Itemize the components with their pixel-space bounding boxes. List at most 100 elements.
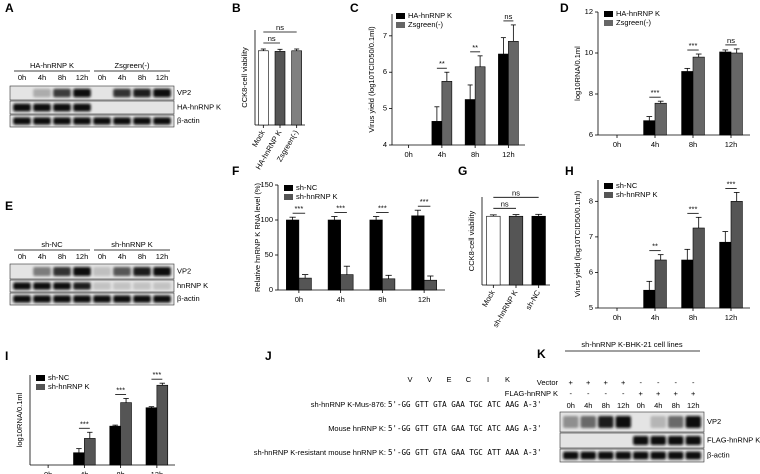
significance-label: ** (439, 59, 445, 68)
band (133, 88, 151, 98)
row-label: VP2 (707, 417, 721, 426)
x-tick-label: 4h (80, 470, 88, 474)
y-axis-label: CCK8-cell viability (240, 47, 249, 108)
row-label: FLAG-hnRNP K (707, 435, 760, 444)
x-tick-label: 12h (725, 313, 738, 322)
legend-label: sh-hnRNP K (616, 190, 658, 199)
bar (498, 53, 509, 146)
legend-label: HA-hnRNP K (616, 9, 660, 18)
lane-label: 8h (138, 73, 146, 82)
band (113, 282, 131, 290)
group-label: HA-hnRNP K (30, 61, 74, 70)
band (13, 117, 31, 125)
sequence-name: sh-hnRNP K-resistant mouse hnRNP K: (254, 448, 386, 457)
significance-label: ns (501, 199, 509, 208)
y-tick-label: 0 (269, 285, 273, 294)
lane-label: 8h (672, 401, 680, 410)
bar (643, 289, 656, 309)
x-tick-label: 8h (116, 470, 124, 474)
x-tick-label: 4h (651, 140, 659, 149)
panel-label: C (350, 1, 359, 15)
significance-label: ns (727, 36, 735, 45)
amino-acid: K (505, 375, 510, 384)
band (113, 295, 131, 303)
band (53, 267, 71, 276)
lane-label: 8h (138, 252, 146, 261)
y-tick-label: 7 (383, 31, 387, 40)
panel-label: G (458, 164, 467, 178)
y-tick-label: 5 (589, 303, 593, 312)
panel-label: F (232, 164, 239, 178)
y-axis-label: Relative hnRNP K RNA level (%) (253, 182, 262, 292)
x-tick-label: 12h (725, 140, 738, 149)
y-tick-label: 4 (383, 140, 387, 149)
amino-acid: V (407, 375, 412, 384)
band (33, 103, 51, 112)
lane-label: 12h (156, 252, 169, 261)
blot-strip (559, 432, 705, 449)
y-axis-label: log10RNA/0.1ml (15, 392, 24, 447)
band (33, 88, 51, 98)
band (685, 436, 701, 445)
panel-label: H (565, 164, 574, 178)
band (563, 451, 579, 460)
band (153, 295, 171, 303)
blot-strip (9, 100, 175, 115)
bar (431, 121, 443, 146)
lane-label: 4h (38, 73, 46, 82)
row-label: β-actin (177, 116, 200, 125)
legend-swatch (284, 185, 293, 191)
bar (486, 215, 501, 286)
group-label: Zsgreen(-) (114, 61, 150, 70)
x-tick-label: 0h (404, 150, 412, 159)
bar (719, 51, 732, 136)
significance-label: ns (276, 23, 284, 32)
y-axis-label: Virus yield (log10TCID50/0.1ml) (367, 26, 376, 133)
x-tick-label: 12h (418, 295, 431, 304)
panel-label: D (560, 1, 569, 15)
band (668, 436, 684, 445)
band (73, 295, 91, 303)
lane-label: 0h (98, 252, 106, 261)
x-tick-label: 4h (651, 313, 659, 322)
band (598, 416, 614, 428)
panel-label: B (232, 1, 241, 15)
row-label: β-actin (707, 450, 730, 459)
band (133, 267, 151, 276)
lane-label: 4h (118, 73, 126, 82)
band (53, 103, 71, 112)
legend-swatch (36, 375, 45, 381)
bar (531, 215, 546, 286)
x-tick-label: 8h (689, 140, 697, 149)
blot-strip (9, 292, 175, 306)
condition-mark: - (587, 389, 590, 398)
bar (156, 384, 169, 466)
bar (681, 259, 694, 309)
blot-strip (9, 279, 175, 293)
significance-label: ** (472, 43, 478, 52)
bar (327, 219, 341, 291)
significance-label: ** (652, 242, 658, 251)
condition-mark: + (691, 389, 696, 398)
blot-strip (559, 448, 705, 463)
bar (730, 201, 743, 309)
condition-mark: + (674, 389, 679, 398)
condition-mark: + (656, 389, 661, 398)
band (153, 117, 171, 125)
legend-swatch (604, 183, 613, 189)
panel-label: A (5, 1, 14, 15)
lane-label: 4h (584, 401, 592, 410)
legend-swatch (284, 194, 293, 200)
condition-mark: - (675, 378, 678, 387)
blot-strip (9, 85, 175, 101)
lane-label: 12h (156, 73, 169, 82)
band (153, 88, 171, 98)
amino-acid: I (487, 375, 489, 384)
band (73, 117, 91, 125)
legend-swatch (396, 22, 405, 28)
lane-label: 12h (76, 252, 89, 261)
x-tick-label: 12h (151, 470, 164, 474)
blot-strip (9, 114, 175, 128)
amino-acid: C (466, 375, 472, 384)
